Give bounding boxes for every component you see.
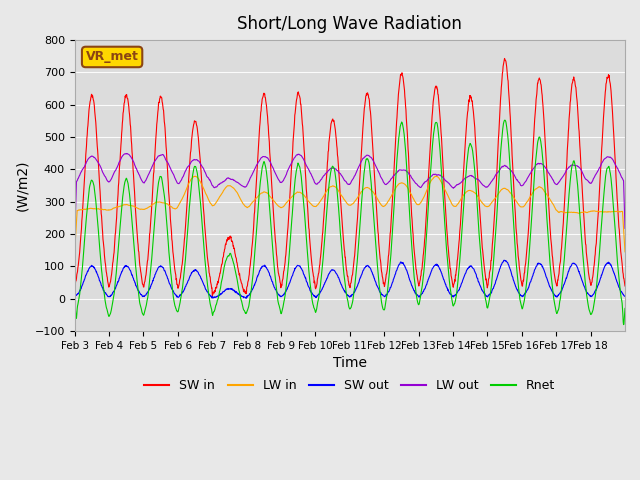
Title: Short/Long Wave Radiation: Short/Long Wave Radiation	[237, 15, 462, 33]
LW out	[71, 238, 79, 244]
LW out	[614, 167, 622, 173]
SW in	[157, 95, 164, 100]
SW out	[325, 271, 333, 276]
SW in	[325, 137, 333, 143]
SW out	[157, 263, 164, 269]
LW in	[431, 173, 439, 179]
LW out	[336, 170, 344, 176]
SW in	[614, 217, 622, 223]
Rnet	[620, 322, 627, 327]
Line: LW in: LW in	[75, 176, 625, 252]
SW in	[621, 283, 629, 289]
LW in	[335, 189, 343, 195]
Line: SW in: SW in	[75, 59, 625, 296]
SW out	[621, 293, 629, 299]
LW in	[561, 209, 568, 215]
SW out	[614, 284, 622, 289]
SW in	[561, 196, 568, 202]
SW out	[336, 277, 344, 283]
LW out	[157, 152, 165, 158]
SW in	[480, 258, 488, 264]
SW in	[209, 293, 216, 299]
SW in	[71, 284, 79, 289]
Rnet	[501, 117, 509, 123]
Line: LW out: LW out	[75, 154, 625, 241]
LW in	[71, 249, 79, 255]
SW out	[243, 295, 250, 301]
Rnet	[621, 305, 629, 311]
SW out	[71, 294, 79, 300]
LW in	[614, 209, 622, 215]
LW out	[621, 226, 629, 231]
X-axis label: Time: Time	[333, 356, 367, 370]
Rnet	[335, 214, 343, 219]
Legend: SW in, LW in, SW out, LW out, Rnet: SW in, LW in, SW out, LW out, Rnet	[140, 374, 561, 397]
SW in	[500, 56, 508, 61]
Rnet	[479, 280, 487, 286]
SW out	[480, 290, 488, 296]
LW in	[157, 199, 164, 205]
LW out	[325, 167, 333, 173]
SW in	[336, 180, 344, 186]
SW out	[500, 257, 508, 263]
LW out	[561, 171, 568, 177]
Rnet	[71, 298, 79, 304]
Rnet	[614, 266, 622, 272]
LW out	[123, 151, 131, 156]
SW out	[561, 279, 568, 285]
LW out	[480, 183, 488, 189]
Text: VR_met: VR_met	[86, 50, 138, 63]
Line: SW out: SW out	[75, 260, 625, 298]
Rnet	[561, 255, 568, 261]
Rnet	[157, 174, 164, 180]
Rnet	[325, 184, 333, 190]
LW in	[621, 249, 629, 255]
LW in	[480, 202, 488, 207]
Line: Rnet: Rnet	[75, 120, 625, 324]
LW in	[325, 185, 333, 191]
Y-axis label: (W/m2): (W/m2)	[15, 160, 29, 211]
